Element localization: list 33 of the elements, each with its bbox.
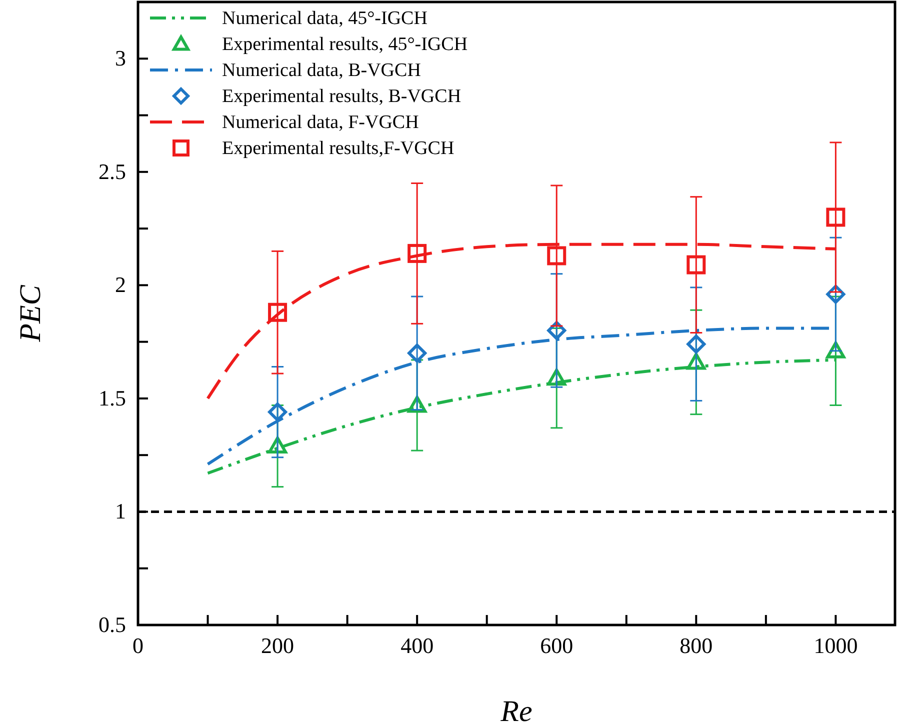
- x-tick-label: 0: [132, 633, 144, 658]
- x-tick-label: 600: [540, 633, 574, 658]
- point: [686, 255, 706, 274]
- y-tick-label: 1: [115, 498, 126, 524]
- legend-label: Experimental results, B-VGCH: [222, 86, 462, 107]
- point: [547, 368, 566, 386]
- point: [268, 402, 288, 422]
- x-tick-label: 200: [261, 633, 294, 658]
- point: [408, 344, 427, 363]
- x-axis-title: Re: [500, 695, 532, 727]
- y-axis-title: PEC: [14, 284, 47, 343]
- legend-label: Experimental results,F-VGCH: [222, 138, 454, 159]
- legend-label: Numerical data, 45°-IGCH: [222, 8, 428, 29]
- point: [408, 244, 427, 263]
- point: [686, 352, 706, 370]
- point: [408, 396, 427, 413]
- y-tick-label: 0.5: [98, 612, 126, 637]
- y-tick-label: 2.5: [98, 158, 126, 184]
- x-tick-label: 400: [400, 633, 434, 658]
- x-tick-label: 800: [680, 633, 713, 658]
- legend-label: Numerical data, B-VGCH: [222, 60, 422, 81]
- point: [268, 302, 288, 322]
- point: [547, 246, 566, 266]
- point: [268, 436, 288, 454]
- point: [686, 334, 706, 354]
- point: [826, 208, 846, 227]
- y-tick-label: 3: [115, 46, 126, 71]
- legend-label: Numerical data, F-VGCH: [222, 112, 420, 133]
- legend-label: Experimental results, 45°-IGCH: [222, 34, 468, 55]
- y-tick-label: 1.5: [98, 385, 126, 410]
- point: [826, 284, 846, 304]
- x-tick-label: 1000: [814, 633, 858, 658]
- y-tick-label: 2: [115, 272, 126, 298]
